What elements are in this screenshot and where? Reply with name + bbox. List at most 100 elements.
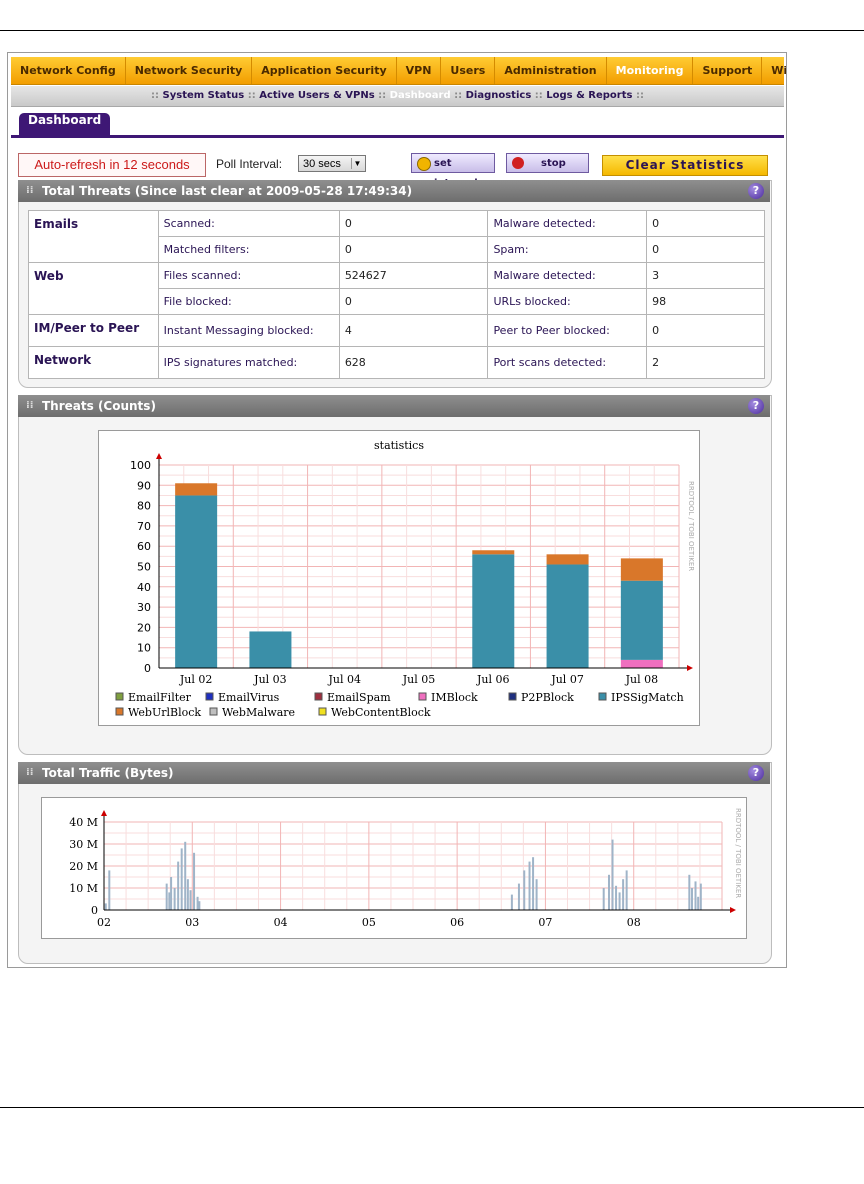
traffic-spike — [177, 861, 180, 910]
threat-value: 0 — [646, 236, 765, 263]
x-tick-label: 08 — [627, 916, 641, 929]
legend-label-webmalware: WebMalware — [222, 706, 295, 719]
nav-item-wizards[interactable]: Wizards — [771, 64, 787, 77]
threat-value: 628 — [338, 346, 489, 379]
threat-label: IPS signatures matched: — [157, 346, 340, 379]
threat-value: 4 — [338, 314, 489, 347]
threat-value: 98 — [646, 288, 765, 315]
nav-item-users[interactable]: Users — [441, 57, 496, 84]
subnav-separator: :: — [244, 90, 260, 101]
y-tick-label: 40 — [137, 581, 151, 594]
traffic-spike — [180, 848, 183, 910]
nav-item-network-config[interactable]: Network Config — [11, 57, 126, 84]
sub-nav: :: System Status :: Active Users & VPNs … — [11, 86, 784, 107]
legend-swatch-emailspam — [314, 692, 323, 701]
y-tick-label: 0 — [91, 904, 98, 917]
tab-dashboard[interactable]: Dashboard — [19, 113, 111, 135]
legend-label-emailspam: EmailSpam — [327, 691, 391, 704]
threat-row: Matched filters: 0 Spam: 0 — [29, 236, 765, 263]
y-tick-label: 70 — [137, 520, 151, 533]
subnav-item-system-status[interactable]: System Status — [162, 90, 245, 101]
bar-weburlblock — [175, 483, 218, 496]
bar-weburlblock — [546, 554, 589, 565]
autorefresh-status: Auto-refresh in 12 seconds — [18, 153, 206, 177]
bar-ipssigmatch — [472, 554, 515, 668]
legend-swatch-weburlblock — [115, 707, 124, 716]
stop-button[interactable]: stop — [506, 153, 589, 173]
total-traffic-title: Total Traffic (Bytes) — [42, 766, 174, 780]
traffic-spike — [625, 870, 628, 910]
legend-swatch-p2pblock — [508, 692, 517, 701]
x-tick-label: Jul 07 — [550, 673, 584, 686]
x-tick-label: 05 — [362, 916, 376, 929]
help-icon[interactable]: ? — [748, 765, 764, 781]
subnav-item-active-users-vpns[interactable]: Active Users & VPNs — [259, 90, 375, 101]
x-tick-label: Jul 05 — [402, 673, 436, 686]
nav-item-administration[interactable]: Administration — [495, 57, 607, 84]
threat-row: Web Files scanned: 524627 Malware detected:… — [28, 262, 765, 315]
legend-swatch-imblock — [418, 692, 427, 701]
help-icon[interactable]: ? — [748, 398, 764, 414]
subnav-item-dashboard[interactable]: Dashboard — [389, 90, 451, 101]
traffic-spike — [104, 903, 107, 910]
nav-item-application-security[interactable]: Application Security — [252, 57, 397, 84]
help-icon[interactable]: ? — [748, 183, 764, 199]
threat-category: IM/Peer to Peer — [28, 314, 159, 347]
clear-statistics-button[interactable]: Clear Statistics — [602, 155, 768, 176]
threat-row: Emails Scanned: 0 Malware detected: 0 — [28, 210, 765, 263]
nav-item-vpn[interactable]: VPN — [397, 57, 442, 84]
traffic-spike — [690, 888, 693, 910]
x-axis-arrow — [687, 665, 693, 671]
poll-interval-label: Poll Interval: — [216, 157, 283, 171]
threat-label: Scanned: — [157, 210, 340, 237]
subnav-separator: :: — [151, 90, 163, 101]
traffic-chart: 0 10 M 20 M 30 M 40 M 02 03 04 05 06 07 08 RRDTOOL /… — [41, 797, 747, 939]
threats-bar-chart: statistics 0 10 20 30 40 50 60 70 80 90 100 Jul 02 Ju… — [115, 439, 695, 719]
subnav-item-diagnostics[interactable]: Diagnostics — [465, 90, 532, 101]
x-tick-label: Jul 08 — [625, 673, 659, 686]
traffic-spike — [611, 839, 614, 910]
y-tick-label: 0 — [144, 662, 151, 675]
nav-item-support[interactable]: Support — [693, 57, 763, 84]
threat-label: Spam: — [487, 236, 648, 263]
threat-label: File blocked: — [157, 288, 340, 315]
stop-label: stop — [541, 158, 566, 169]
threat-category: Network — [28, 346, 159, 379]
threat-label: Malware detected: — [487, 262, 648, 289]
app-window: Network Config Network Security Applicatio… — [7, 52, 787, 968]
traffic-spike — [535, 879, 538, 910]
bar-weburlblock — [620, 558, 663, 581]
traffic-spike — [108, 870, 111, 910]
y-tick-label: 90 — [137, 479, 151, 492]
total-threats-table: Emails Scanned: 0 Malware detected: 0 Matched… — [28, 210, 765, 379]
traffic-spike — [189, 890, 192, 910]
traffic-spike — [193, 852, 196, 910]
threat-row: Network IPS signatures matched: 628 Port sc… — [28, 346, 765, 379]
traffic-spike — [699, 883, 702, 910]
set-interval-button[interactable]: set interval — [411, 153, 495, 189]
y-tick-label: 100 — [130, 459, 151, 472]
x-tick-label: Jul 06 — [476, 673, 510, 686]
threat-value: 2 — [646, 346, 765, 379]
threat-category: Emails — [28, 210, 159, 263]
grip-icon: ⁞⁞ — [26, 185, 34, 196]
nav-item-network-security[interactable]: Network Security — [126, 57, 253, 84]
threats-chart: statistics 0 10 20 30 40 50 60 70 80 90 100 Jul 02 Ju… — [98, 430, 700, 726]
bar-ipssigmatch — [249, 631, 292, 668]
traffic-spike — [532, 857, 535, 910]
traffic-spike — [697, 896, 700, 910]
y-axis-arrow — [156, 453, 162, 459]
legend-label-webcontentblock: WebContentBlock — [331, 706, 431, 719]
subnav-separator: :: — [632, 90, 644, 101]
nav-item-monitoring[interactable]: Monitoring — [607, 57, 694, 84]
x-tick-label: Jul 04 — [327, 673, 361, 686]
legend-label-weburlblock: WebUrlBlock — [128, 706, 201, 719]
bar-ipssigmatch — [546, 564, 589, 668]
traffic-spike — [170, 877, 173, 910]
legend-label-ipssigmatch: IPSSigMatch — [611, 691, 684, 704]
traffic-spike — [165, 883, 168, 910]
legend-label-emailfilter: EmailFilter — [128, 691, 192, 704]
poll-interval-select[interactable]: 30 secs ▼ — [298, 155, 366, 172]
subnav-item-logs-reports[interactable]: Logs & Reports — [546, 90, 633, 101]
y-tick-label: 80 — [137, 500, 151, 513]
